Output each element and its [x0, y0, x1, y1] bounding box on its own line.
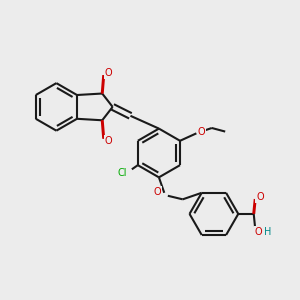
Text: H: H [264, 227, 272, 237]
Text: O: O [104, 68, 112, 78]
Text: O: O [256, 192, 264, 202]
Text: O: O [104, 136, 112, 146]
Text: O: O [154, 187, 161, 197]
Text: Cl: Cl [117, 168, 127, 178]
Text: O: O [254, 227, 262, 237]
Text: O: O [198, 127, 206, 137]
